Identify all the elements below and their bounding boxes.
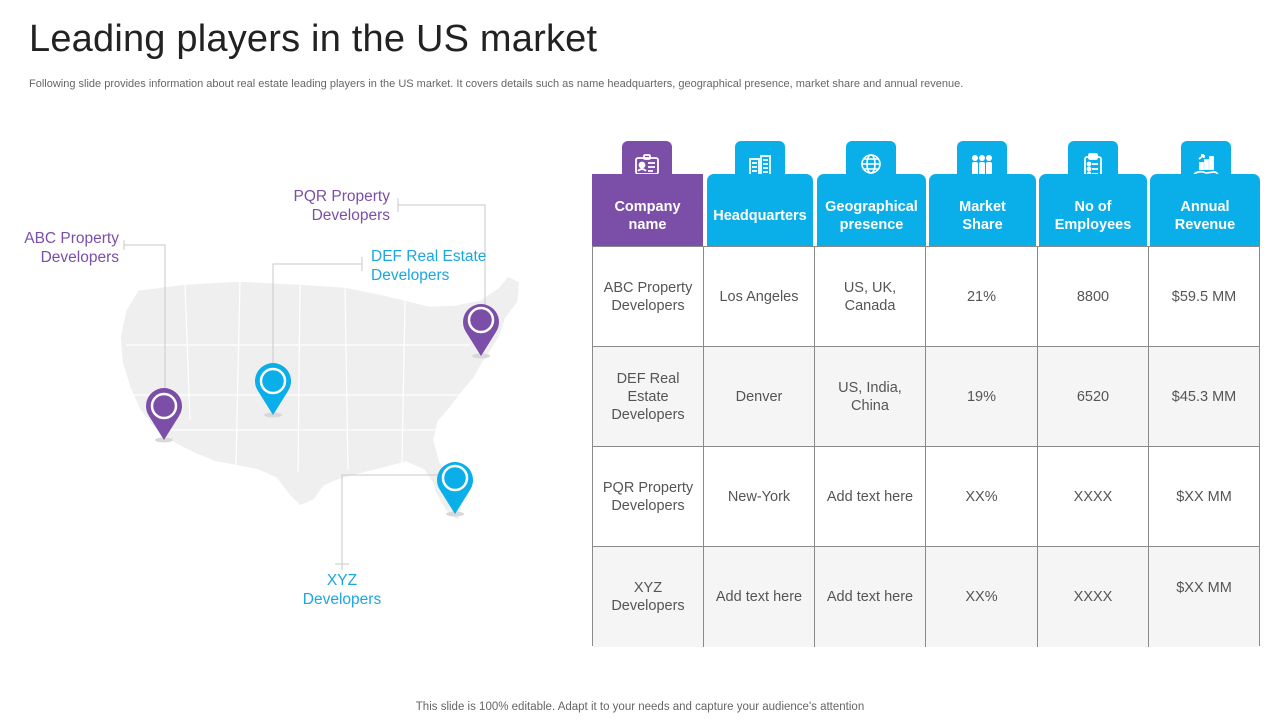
callout-pqr: PQR Property Developers: [293, 188, 390, 224]
cell-annual-revenue: $XX MM: [1176, 580, 1232, 596]
cell-geographical-presence: Add text here: [815, 547, 926, 647]
cell-annual-revenue: $59.5 MM: [1171, 288, 1237, 305]
header-market-share: Market Share: [929, 174, 1036, 246]
cell-market-share: 19%: [926, 347, 1038, 446]
cell-geographical-presence: US, India, China: [815, 347, 926, 446]
cell-headquarters: Add text here: [704, 547, 815, 647]
cell-employees: 6520: [1038, 347, 1149, 446]
table-row: ABC Property Developers Los Angeles US, …: [593, 247, 1259, 347]
cell-headquarters: Los Angeles: [704, 247, 815, 346]
cell-employees: XXXX: [1038, 447, 1149, 546]
table-row: XYZ Developers Add text here Add text he…: [593, 547, 1259, 647]
cell-headquarters: New-York: [704, 447, 815, 546]
cell-employees: 8800: [1038, 247, 1149, 346]
cell-headquarters: Denver: [704, 347, 815, 446]
map-pin-abc: [145, 388, 182, 443]
callout-def: DEF Real Estate Developers: [371, 248, 487, 284]
cell-company: DEF Real Estate Developers: [593, 347, 704, 446]
cell-company: PQR Property Developers: [593, 447, 704, 546]
header-company-name: Company name: [592, 174, 703, 246]
cell-company: XYZ Developers: [593, 547, 704, 647]
cell-company: ABC Property Developers: [593, 247, 704, 346]
table-row: DEF Real Estate Developers Denver US, In…: [593, 347, 1259, 447]
callout-abc: ABC Property Developers: [24, 230, 119, 266]
cell-employees: XXXX: [1038, 547, 1149, 647]
table-row: PQR Property Developers New-York Add tex…: [593, 447, 1259, 547]
cell-geographical-presence: Add text here: [815, 447, 926, 546]
page-title: Leading players in the US market: [29, 18, 598, 60]
cell-annual-revenue: $45.3 MM: [1171, 388, 1237, 405]
callout-xyz: XYZ Developers: [302, 572, 382, 608]
footer-note: This slide is 100% editable. Adapt it to…: [415, 701, 865, 713]
header-no-of-employees: No of Employees: [1039, 174, 1147, 246]
page-subtitle: Following slide provides information abo…: [29, 78, 964, 90]
header-geographical-presence: Geographical presence: [817, 174, 926, 246]
cell-market-share: 21%: [926, 247, 1038, 346]
cell-annual-revenue: $XX MM: [1176, 488, 1232, 505]
us-map: [119, 198, 521, 570]
map-pin-def: [255, 363, 291, 418]
map-pin-pqr: [462, 304, 499, 359]
header-headquarters: Headquarters: [707, 174, 813, 246]
cell-market-share: XX%: [926, 547, 1038, 647]
map-pin-xyz: [437, 462, 474, 517]
cell-market-share: XX%: [926, 447, 1038, 546]
players-table: ABC Property Developers Los Angeles US, …: [592, 246, 1260, 647]
header-annual-revenue: Annual Revenue: [1150, 174, 1260, 246]
cell-geographical-presence: US, UK, Canada: [815, 247, 926, 346]
